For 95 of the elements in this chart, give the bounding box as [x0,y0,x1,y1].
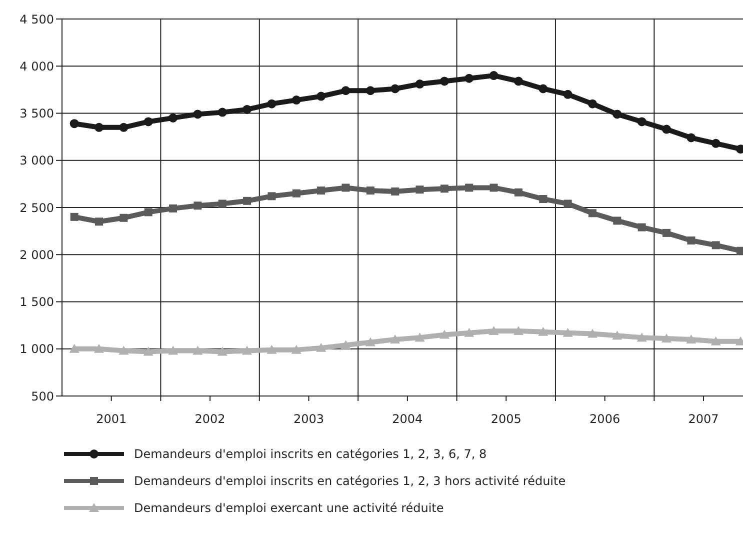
legend-label: Demandeurs d'emploi exercant une activité réduite [134,500,444,514]
point [440,76,449,86]
point [120,214,128,222]
point [292,96,301,105]
point [390,84,400,94]
point [341,86,350,96]
point [144,208,152,216]
x-tick-label: 2002 [194,412,226,426]
point [563,90,572,99]
point [118,346,129,355]
point [415,80,424,89]
point [218,200,226,208]
point [217,346,228,356]
legend-label: Demandeurs d'emploi inscrits en catégories 1, 2, 3, 6, 7, 8 [134,446,487,460]
point [69,344,80,353]
point [539,195,548,204]
point [291,344,302,354]
point [70,119,79,128]
point [613,216,622,225]
point [662,124,672,134]
point [662,228,671,237]
point [70,212,78,221]
point [414,332,425,342]
point [514,188,522,196]
point [192,346,203,355]
point [588,209,596,218]
point [562,328,573,337]
point [637,117,646,126]
point [342,184,350,192]
point [712,241,720,250]
point [316,92,326,101]
point [95,218,104,226]
point [94,122,104,132]
point [464,74,474,83]
y-tick-label: 4 000 [20,59,54,74]
point [390,334,400,344]
point [464,328,474,337]
point [143,346,154,356]
point [193,110,202,119]
x-tick-label: 2005 [490,412,522,426]
point [169,204,178,212]
point [94,344,104,353]
point [687,236,696,244]
point [366,86,375,96]
point [636,332,647,342]
point [612,110,622,119]
point [538,84,548,94]
point [612,330,622,340]
point [514,76,523,86]
point [267,99,276,108]
y-tick-label: 1 000 [20,342,54,356]
point [168,113,178,122]
y-tick-label: 2 500 [20,200,54,215]
point [365,337,376,346]
point [119,122,128,132]
x-tick-label: 2007 [688,412,719,426]
y-tick-label: 3 500 [20,106,54,121]
legend-label: Demandeurs d'emploi inscrits en catégories 1, 2, 3 hors activité réduite [134,474,566,488]
point [564,200,572,208]
point [638,223,646,232]
x-tick-label: 2001 [96,412,127,426]
point [588,99,597,108]
y-tick-label: 4 500 [20,12,54,26]
point [686,334,696,344]
point [662,334,672,343]
point [416,186,424,194]
point [538,326,548,336]
point [391,187,400,196]
point [439,330,450,339]
point [686,133,696,142]
point [268,192,276,200]
point [490,184,498,192]
x-tick-label: 2006 [590,412,620,426]
point [168,346,178,355]
point [292,189,300,198]
x-tick-label: 2003 [293,412,324,426]
point [144,117,153,126]
point [710,336,721,346]
point [711,138,720,148]
point [266,344,277,354]
point [513,326,524,335]
point [242,346,252,355]
point [587,328,598,338]
point [340,340,351,350]
y-tick-label: 500 [31,389,54,404]
point [243,196,252,205]
point [316,342,326,352]
y-tick-label: 3 000 [20,154,54,168]
point [218,108,227,117]
point [489,71,498,80]
y-tick-label: 1 500 [20,295,54,310]
y-tick-label: 2 000 [20,248,54,262]
point [242,104,252,114]
point [488,326,499,335]
x-tick-label: 2004 [392,412,423,426]
